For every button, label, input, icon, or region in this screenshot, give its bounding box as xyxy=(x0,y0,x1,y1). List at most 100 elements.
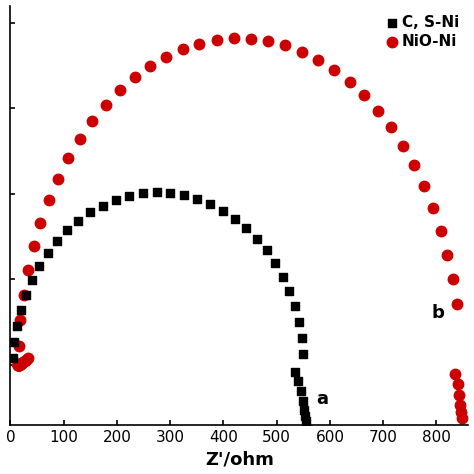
NiO-Ni xyxy=(15,361,22,369)
NiO-Ni xyxy=(298,48,306,55)
NiO-Ni xyxy=(15,361,22,369)
NiO-Ni xyxy=(20,291,27,299)
NiO-Ni xyxy=(116,87,123,94)
C, S-Ni xyxy=(295,318,302,326)
NiO-Ni xyxy=(213,36,220,44)
NiO-Ni xyxy=(17,360,24,368)
C, S-Ni xyxy=(112,196,119,204)
NiO-Ni xyxy=(146,63,154,70)
NiO-Ni xyxy=(16,360,24,368)
NiO-Ni xyxy=(15,361,22,369)
C, S-Ni xyxy=(28,276,36,284)
NiO-Ni xyxy=(54,175,62,182)
NiO-Ni xyxy=(444,251,451,258)
NiO-Ni xyxy=(15,361,22,369)
C, S-Ni xyxy=(125,192,133,200)
C, S-Ni xyxy=(219,207,227,214)
C, S-Ni xyxy=(44,249,51,257)
C, S-Ni xyxy=(166,189,174,197)
NiO-Ni xyxy=(15,361,23,369)
NiO-Ni xyxy=(315,56,322,64)
C, S-Ni xyxy=(292,368,299,376)
C, S-Ni xyxy=(279,273,287,281)
NiO-Ni xyxy=(15,361,22,369)
C, S-Ni xyxy=(64,227,71,234)
C, S-Ni xyxy=(299,350,307,358)
C, S-Ni xyxy=(299,397,307,405)
NiO-Ni xyxy=(19,358,27,366)
X-axis label: Z'/ohm: Z'/ohm xyxy=(205,450,274,468)
NiO-Ni xyxy=(16,361,23,368)
NiO-Ni xyxy=(361,91,368,99)
NiO-Ni xyxy=(21,357,28,365)
NiO-Ni xyxy=(387,124,395,131)
C, S-Ni xyxy=(272,259,279,267)
NiO-Ni xyxy=(458,414,465,422)
C, S-Ni xyxy=(53,237,61,245)
C, S-Ni xyxy=(301,413,309,420)
NiO-Ni xyxy=(45,196,53,204)
NiO-Ni xyxy=(451,370,459,377)
Legend: C, S-Ni, NiO-Ni: C, S-Ni, NiO-Ni xyxy=(387,13,461,51)
NiO-Ni xyxy=(15,361,22,369)
C, S-Ni xyxy=(10,338,18,346)
NiO-Ni xyxy=(15,342,23,349)
NiO-Ni xyxy=(64,155,72,162)
NiO-Ni xyxy=(15,361,22,369)
NiO-Ni xyxy=(453,300,460,308)
NiO-Ni xyxy=(456,401,464,409)
NiO-Ni xyxy=(102,101,109,109)
NiO-Ni xyxy=(15,361,22,369)
C, S-Ni xyxy=(22,291,29,299)
NiO-Ni xyxy=(25,355,32,362)
NiO-Ni xyxy=(420,182,428,190)
NiO-Ni xyxy=(15,361,22,369)
C, S-Ni xyxy=(253,235,261,242)
C, S-Ni xyxy=(13,322,21,329)
NiO-Ni xyxy=(15,361,22,369)
NiO-Ni xyxy=(374,107,382,114)
NiO-Ni xyxy=(18,359,26,366)
NiO-Ni xyxy=(36,219,44,227)
C, S-Ni xyxy=(243,224,250,232)
C, S-Ni xyxy=(263,246,270,254)
C, S-Ni xyxy=(231,215,239,222)
NiO-Ni xyxy=(30,242,37,250)
NiO-Ni xyxy=(437,227,445,235)
C, S-Ni xyxy=(99,202,107,210)
NiO-Ni xyxy=(456,391,463,399)
NiO-Ni xyxy=(18,359,25,367)
NiO-Ni xyxy=(282,42,289,49)
NiO-Ni xyxy=(15,361,23,369)
C, S-Ni xyxy=(294,377,302,384)
C, S-Ni xyxy=(302,417,310,425)
NiO-Ni xyxy=(330,66,338,74)
NiO-Ni xyxy=(17,360,25,367)
NiO-Ni xyxy=(22,356,30,364)
NiO-Ni xyxy=(264,37,272,45)
NiO-Ni xyxy=(15,361,22,369)
NiO-Ni xyxy=(88,118,96,125)
NiO-Ni xyxy=(247,35,255,43)
NiO-Ni xyxy=(15,361,22,369)
Text: a: a xyxy=(317,390,328,408)
C, S-Ni xyxy=(193,195,201,203)
Text: b: b xyxy=(431,304,444,322)
C, S-Ni xyxy=(17,306,25,314)
NiO-Ni xyxy=(15,361,22,369)
C, S-Ni xyxy=(291,302,299,310)
C, S-Ni xyxy=(285,287,293,295)
C, S-Ni xyxy=(87,209,94,216)
NiO-Ni xyxy=(162,53,170,61)
C, S-Ni xyxy=(180,191,188,199)
C, S-Ni xyxy=(153,189,160,196)
NiO-Ni xyxy=(410,162,418,169)
NiO-Ni xyxy=(24,266,32,274)
C, S-Ni xyxy=(207,201,214,208)
NiO-Ni xyxy=(131,73,138,81)
NiO-Ni xyxy=(196,40,203,47)
C, S-Ni xyxy=(297,387,304,394)
NiO-Ni xyxy=(346,78,354,86)
NiO-Ni xyxy=(449,275,456,283)
C, S-Ni xyxy=(9,355,17,362)
